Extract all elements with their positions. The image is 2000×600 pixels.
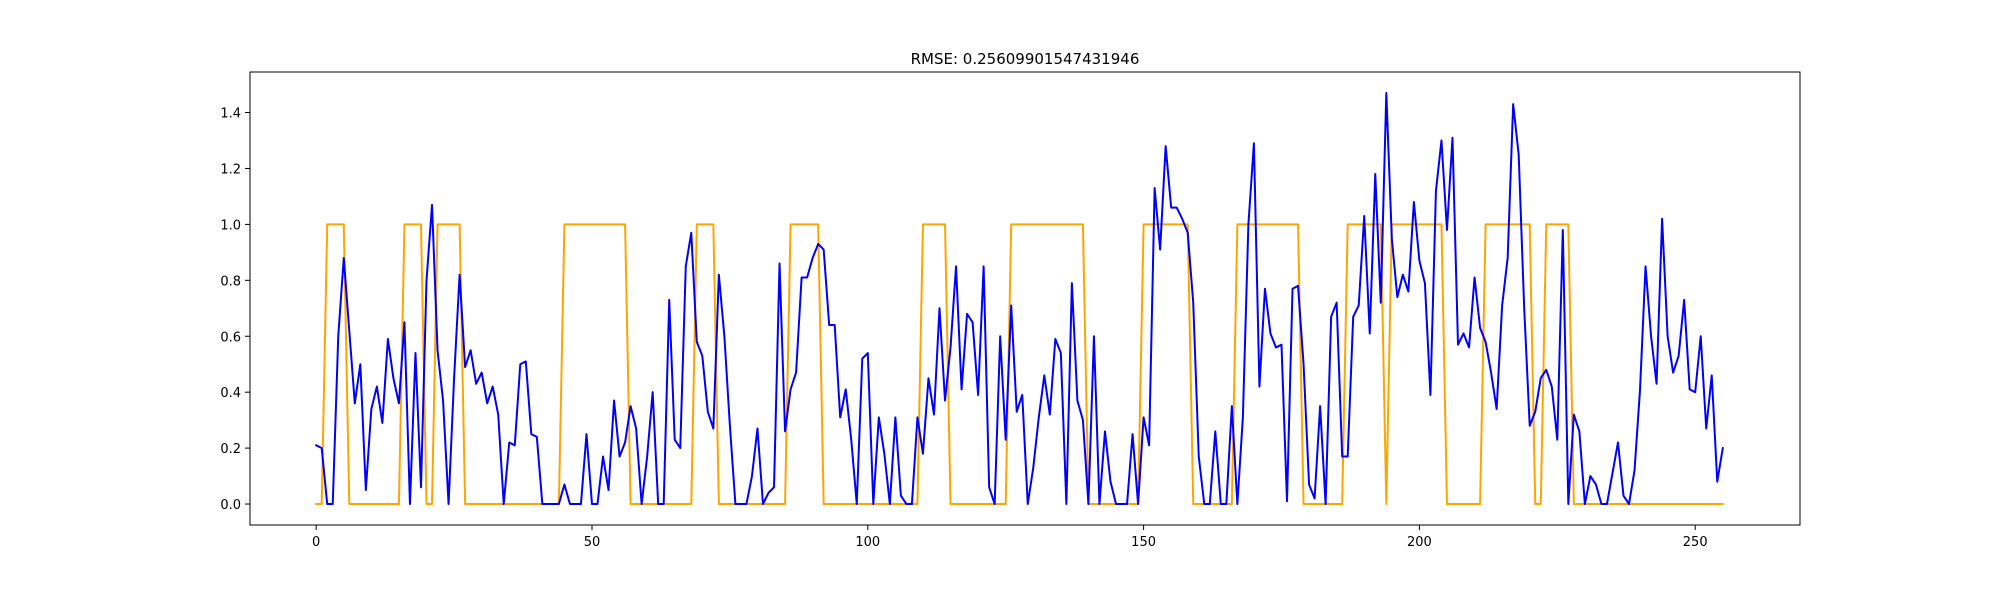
axes-layer: 0 50 100 150 200 250 0.0 0.2 0.4 0.6 0.8 1.0 1.2 1.4 <box>220 71 1801 550</box>
series-line-2 <box>314 91 1724 506</box>
y-tick-label: 1.0 <box>220 218 241 233</box>
axes-frame <box>249 71 1801 526</box>
x-tick-label: 50 <box>584 535 601 550</box>
x-tick-label: 0 <box>312 535 320 550</box>
x-tick-label: 200 <box>1407 535 1432 550</box>
y-tick-label: 1.4 <box>220 107 241 122</box>
x-tick-label: 250 <box>1683 535 1708 550</box>
y-tick-label: 0.0 <box>220 498 241 513</box>
series-line-1 <box>315 223 1724 506</box>
y-tick-label: 0.8 <box>220 274 241 289</box>
chart-title: RMSE: 0.25609901547431946 <box>911 50 1140 68</box>
y-tick-label: 0.6 <box>220 330 241 345</box>
x-tick-label: 100 <box>855 535 880 550</box>
y-tick-label: 0.4 <box>220 386 241 401</box>
series-layer <box>314 91 1724 506</box>
y-tick-label: 1.2 <box>220 162 241 177</box>
y-tick-label: 0.2 <box>220 442 241 457</box>
x-tick-label: 150 <box>1131 535 1156 550</box>
